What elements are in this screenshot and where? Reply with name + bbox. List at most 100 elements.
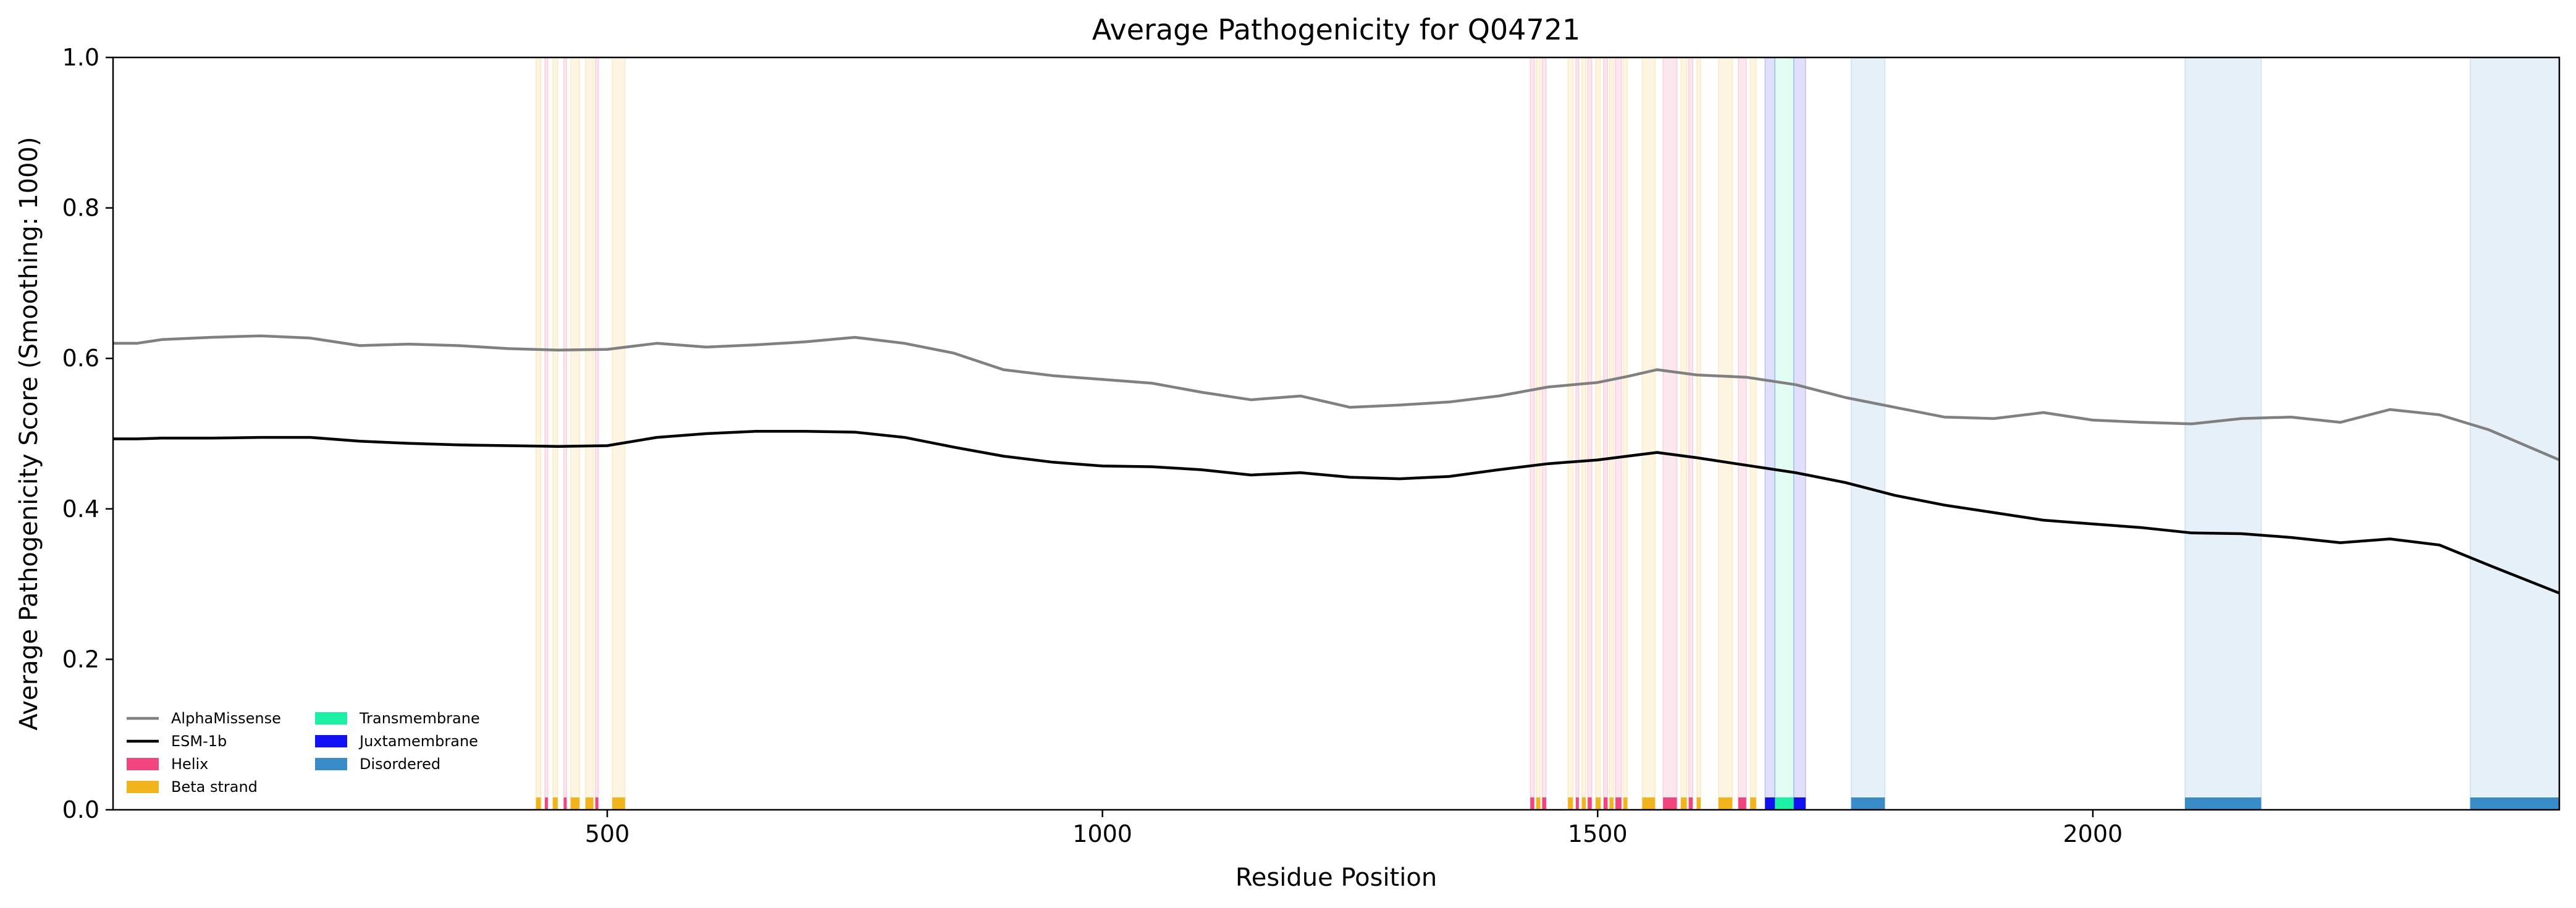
beta-strand-region-bar xyxy=(1750,797,1756,810)
beta-strand-region-bar xyxy=(1568,797,1573,810)
beta-strand-region-shade xyxy=(1609,57,1614,810)
disordered-region-bar xyxy=(1851,797,1885,810)
beta-strand-region-shade xyxy=(1567,57,1573,810)
y-tick-label: 0.2 xyxy=(62,645,99,673)
disordered-legend-label: Disordered xyxy=(360,755,440,773)
helix-region-shade xyxy=(1530,57,1535,810)
axis-ticks-layer: 500 1000 1500 2000 0.0 0.2 0.4 0.6 0.8 1.0 xyxy=(62,44,2123,847)
beta-strand-region-bar xyxy=(1623,797,1628,810)
helix-region-shade xyxy=(563,57,568,810)
helix-region-shade xyxy=(544,57,549,810)
helix-region-shade xyxy=(1575,57,1580,810)
beta-strand-region-bar xyxy=(612,797,625,810)
alphamissense-line xyxy=(113,334,2560,461)
disordered-region-shade xyxy=(1850,57,1885,810)
beta-strand-region-bar xyxy=(1596,797,1601,810)
juxtamembrane-region-shade xyxy=(1793,57,1806,810)
x-tick-label: 1500 xyxy=(1568,820,1628,847)
beta-strand-region-bar xyxy=(1581,797,1586,810)
y-tick-label: 0.0 xyxy=(62,796,99,823)
helix-region-bar xyxy=(1530,797,1534,810)
helix-region-bar xyxy=(1663,797,1677,810)
y-axis-title: Average Pathogenicity Score (Smoothing: … xyxy=(15,137,43,730)
x-tick-label: 500 xyxy=(585,820,630,847)
helix-region-bar xyxy=(1588,797,1592,810)
helix-region-bar xyxy=(1603,797,1608,810)
beta-strand-region-shade xyxy=(1581,57,1586,810)
helix-region-shade xyxy=(1603,57,1609,810)
juxtamembrane-region-bar xyxy=(1793,797,1806,810)
beta-strand-region-shade xyxy=(1696,57,1701,810)
beta-strand-region-bar xyxy=(1696,797,1701,810)
esm-1b-legend-label: ESM-1b xyxy=(171,733,227,750)
beta-strand-region-bar xyxy=(1642,797,1656,810)
beta-strand-region-shade xyxy=(570,57,580,810)
y-tick-label: 0.8 xyxy=(62,195,99,222)
helix-region-bar xyxy=(1615,797,1622,810)
beta-strand-region-shade xyxy=(584,57,594,810)
beta-strand-region-shade xyxy=(1536,57,1541,810)
helix-region-bar xyxy=(595,797,599,810)
helix-region-shade xyxy=(1541,57,1547,810)
juxtamembrane-legend-label: Juxtamembrane xyxy=(358,733,478,750)
region-shading-layer xyxy=(535,57,2560,810)
transmembrane-region-shade xyxy=(1774,57,1795,810)
beta-strand-region-bar xyxy=(1609,797,1614,810)
x-axis-title: Residue Position xyxy=(1235,864,1437,892)
beta-strand-region-shade xyxy=(1749,57,1757,810)
helix-region-shade xyxy=(1587,57,1593,810)
beta-strand-region-shade xyxy=(1641,57,1656,810)
beta-strand-region-shade xyxy=(1718,57,1733,810)
transmembrane-legend-label: Transmembrane xyxy=(359,710,480,727)
beta-strand-region-bar xyxy=(1680,797,1687,810)
juxtamembrane-legend-swatch xyxy=(315,735,347,747)
disordered-region-shade xyxy=(2184,57,2262,810)
beta-strand-legend-swatch xyxy=(127,781,159,793)
helix-region-bar xyxy=(1575,797,1579,810)
beta-strand-legend-label: Beta strand xyxy=(171,778,258,796)
chart-title: Average Pathogenicity for Q04721 xyxy=(1092,13,1581,46)
helix-region-shade xyxy=(1662,57,1678,810)
beta-strand-region-shade xyxy=(1680,57,1688,810)
disordered-legend-swatch xyxy=(315,758,347,770)
legend: AlphaMissense ESM-1b Helix Beta strand Trans… xyxy=(127,710,480,796)
beta-strand-region-bar xyxy=(585,797,594,810)
x-tick-label: 2000 xyxy=(2063,820,2123,847)
juxtamembrane-region-shade xyxy=(1764,57,1775,810)
beta-strand-region-shade xyxy=(1595,57,1601,810)
y-tick-label: 0.6 xyxy=(62,345,99,372)
plot-frame xyxy=(112,56,2561,811)
transmembrane-region-bar xyxy=(1775,797,1794,810)
helix-region-bar xyxy=(1542,797,1546,810)
esm-1b-line xyxy=(113,430,2560,595)
y-tick-label: 1.0 xyxy=(62,44,99,71)
helix-region-shade xyxy=(1738,57,1747,810)
juxtamembrane-region-bar xyxy=(1765,797,1775,810)
helix-legend-swatch xyxy=(127,758,159,770)
disordered-region-shade xyxy=(2469,57,2560,810)
beta-strand-region-bar xyxy=(536,797,541,810)
beta-strand-region-bar xyxy=(1536,797,1541,810)
beta-strand-region-bar xyxy=(570,797,580,810)
helix-region-bar xyxy=(1688,797,1693,810)
x-tick-label: 1000 xyxy=(1072,820,1132,847)
region-bars-layer xyxy=(536,797,2559,810)
alphamissense-legend-label: AlphaMissense xyxy=(171,710,281,727)
beta-strand-region-shade xyxy=(1623,57,1628,810)
beta-strand-region-bar xyxy=(1718,797,1733,810)
transmembrane-legend-swatch xyxy=(315,712,347,725)
beta-strand-region-shade xyxy=(612,57,626,810)
helix-region-bar xyxy=(563,797,567,810)
disordered-region-bar xyxy=(2184,797,2262,810)
beta-strand-region-shade xyxy=(552,57,558,810)
series-lines-layer xyxy=(113,334,2560,595)
disordered-region-bar xyxy=(2470,797,2559,810)
helix-region-shade xyxy=(1688,57,1693,810)
beta-strand-region-bar xyxy=(552,797,558,810)
y-tick-label: 0.4 xyxy=(62,495,99,523)
helix-region-shade xyxy=(595,57,599,810)
helix-region-shade xyxy=(1615,57,1622,810)
helix-region-bar xyxy=(545,797,548,810)
